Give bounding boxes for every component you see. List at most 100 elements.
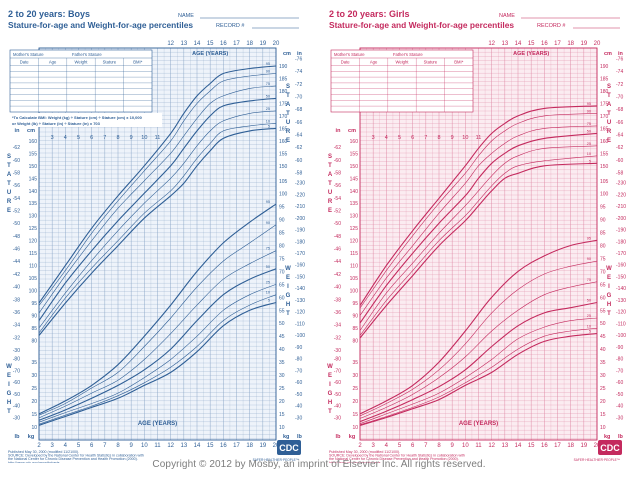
weight-p25-line [359, 317, 598, 424]
top-age-tick: 19 [259, 41, 266, 47]
stature-cm-tick-left: 120 [350, 239, 359, 245]
stature-cm-tick-left: 150 [29, 164, 38, 170]
top-age-tick: 18 [246, 41, 253, 47]
mid-age-tick: 8 [116, 135, 119, 141]
bottom-age-tick: 17 [554, 443, 561, 449]
chart-subtitle: Stature-for-age and Weight-for-age perce… [329, 20, 514, 30]
stature-p10-line [359, 155, 598, 336]
stature-in-tick-left: -34 [334, 323, 341, 329]
stature-cm-tick-left: 120 [29, 239, 38, 245]
weight-axis-letter-right: T [286, 311, 290, 317]
stature-cm-tick-left: 110 [350, 264, 358, 270]
name-label: NAME [178, 13, 194, 19]
stature-cm-tick-left: 135 [29, 201, 38, 207]
stature-unit-in-right: in [618, 51, 624, 57]
stature-in-tick-left: -56 [334, 183, 341, 189]
stature-p5-line [38, 127, 277, 336]
top-age-tick: 15 [528, 41, 535, 47]
bottom-age-tick: 15 [528, 443, 535, 449]
weight-axis-letter: G [328, 391, 333, 397]
mid-age-tick: 5 [77, 135, 80, 141]
published-note: Published May 30, 2000 (modified 11/21/0… [329, 450, 400, 454]
bottom-age-tick: 12 [167, 443, 174, 449]
stature-cm-tick-left: 85 [31, 326, 37, 332]
bmi-note: or Weight (lb) ÷ Stature (in) ÷ Stature … [12, 121, 101, 126]
stature-in-tick-right: -66 [616, 120, 623, 126]
stature-p5-line [359, 162, 598, 339]
weight-kg-tick-left: 25 [31, 386, 37, 392]
mid-age-tick: 7 [103, 135, 106, 141]
mid-age-tick: 5 [398, 135, 401, 141]
bottom-age-tick: 8 [116, 443, 120, 449]
weight-kg-tick-right: 30 [600, 373, 606, 379]
bottom-age-tick: 10 [462, 443, 469, 449]
stature-cm-tick-right: 185 [600, 76, 609, 82]
stature-cm-tick-right: 190 [279, 64, 288, 70]
stature-cm-tick-left: 145 [29, 176, 38, 182]
stature-cm-tick-right: 180 [600, 89, 609, 95]
bottom-age-tick: 10 [141, 443, 148, 449]
weight-axis-letter-right: T [607, 311, 611, 317]
bottom-age-tick: 19 [259, 443, 266, 449]
stature-in-tick-right: -64 [295, 132, 302, 138]
weight-lb-tick-right: -140 [295, 286, 305, 292]
top-age-tick: 14 [194, 41, 201, 47]
table-header: Age [49, 60, 57, 65]
weight-p10-label: 10 [587, 324, 591, 328]
top-age-tick: 14 [515, 41, 522, 47]
copyright-notice: Copyright © 2012 by Mosby, an imprint of… [152, 459, 486, 470]
bottom-age-tick: 18 [246, 443, 253, 449]
stature-cm-tick-left: 125 [350, 226, 359, 232]
bottom-age-tick: 13 [501, 443, 508, 449]
published-note: the National Center for Chronic Disease … [8, 457, 138, 461]
stature-in-tick-left: -56 [13, 183, 20, 189]
bottom-age-tick: 9 [450, 443, 454, 449]
weight-unit-lb-right: lb [618, 434, 624, 440]
entry-table [330, 49, 474, 113]
stature-cm-tick-right: 170 [600, 114, 609, 120]
stature-cm-tick-left: 95 [31, 301, 37, 307]
stature-cm-tick-right: 165 [279, 126, 288, 132]
weight-lb-tick-right: -70 [616, 368, 623, 374]
bottom-age-tick: 5 [398, 443, 402, 449]
weight-kg-tick-right: 95 [279, 205, 285, 211]
weight-kg-tick-right: 45 [279, 334, 285, 340]
bottom-age-tick: 16 [541, 443, 548, 449]
stature-in-tick-left: -58 [334, 171, 341, 177]
stature-cm-tick-left: 90 [352, 314, 358, 320]
table-header: Weight [75, 60, 89, 65]
stature-cm-tick-left: 115 [29, 251, 37, 257]
weight-lb-tick-right: -200 [616, 216, 626, 222]
stature-cm-tick-left: 150 [350, 164, 359, 170]
stature-in-tick-right: -60 [295, 158, 302, 164]
weight-lb-tick-right: -30 [295, 415, 302, 421]
weight-kg-tick-right: 15 [600, 412, 606, 418]
weight-kg-tick-right: 95 [600, 205, 606, 211]
bottom-age-tick: 3 [371, 443, 375, 449]
table-header: Age [370, 60, 378, 65]
published-note: the National Center for Chronic Disease … [329, 457, 459, 461]
top-age-tick: 20 [594, 41, 601, 47]
stature-cm-tick-right: 175 [279, 101, 288, 107]
stature-axis-letter-right: T [286, 93, 290, 99]
mid-age-tick: 8 [437, 135, 440, 141]
top-age-tick: 18 [567, 41, 574, 47]
weight-unit-kg: kg [349, 434, 355, 440]
stature-cm-tick-left: 110 [29, 264, 37, 270]
stature-in-tick-left: -52 [334, 209, 341, 215]
stature-in-tick-left: -30 [334, 348, 341, 354]
weight-lb-tick-right: -60 [295, 380, 302, 386]
mid-age-tick: 9 [451, 135, 454, 141]
stature-p10-label: 10 [266, 119, 270, 123]
stature-in-tick-right: -70 [295, 94, 302, 100]
bottom-age-tick: 18 [567, 443, 574, 449]
stature-axis-letter-right: S [607, 84, 611, 90]
stature-in-tick-left: -38 [13, 297, 20, 303]
weight-p25-label: 25 [266, 280, 270, 284]
stature-in-tick-right: -72 [295, 82, 302, 88]
published-note: SOURCE: Developed by the National Center… [329, 454, 465, 458]
bottom-age-tick: 20 [594, 443, 601, 449]
stature-in-tick-right: -74 [616, 69, 623, 75]
table-header: Date [341, 60, 351, 65]
bottom-age-tick: 14 [515, 443, 522, 449]
